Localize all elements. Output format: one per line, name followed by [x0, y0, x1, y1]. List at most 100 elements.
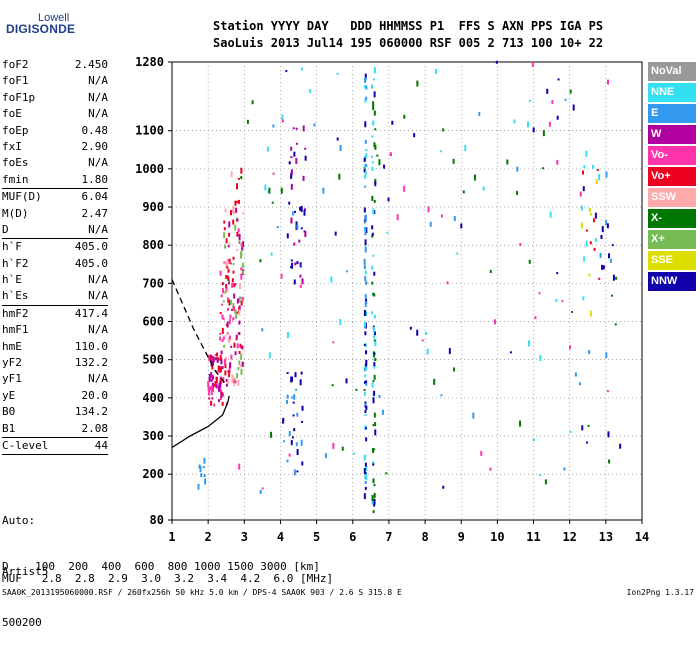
echo-point [372, 292, 375, 295]
echo-point [241, 361, 244, 367]
echo-point [290, 156, 293, 159]
echo-point [225, 283, 228, 288]
echo-point [301, 405, 304, 411]
legend-entry: W [648, 125, 696, 144]
echo-point [237, 199, 240, 204]
echo-point [583, 256, 586, 262]
echo-point [364, 227, 367, 231]
echo-point [427, 206, 430, 213]
echo-point [232, 219, 235, 225]
x-tick-label: 11 [526, 530, 540, 544]
echo-point [281, 119, 284, 123]
dashed-profile-line [171, 279, 225, 384]
param-value: 44 [94, 438, 108, 452]
param-row: foF1p N/A [2, 90, 108, 106]
param-label: hmE [2, 339, 22, 353]
x-tick-label: 13 [599, 530, 613, 544]
echo-point [594, 238, 597, 243]
echo-point [352, 452, 355, 455]
echo-point [371, 232, 374, 236]
echo-point [371, 84, 374, 89]
echo-point [200, 473, 203, 478]
echo-point [223, 261, 226, 264]
echo-point [372, 105, 375, 111]
echo-point [373, 339, 376, 342]
echo-point [226, 266, 229, 269]
echo-point [208, 397, 211, 400]
y-tick-label: 700 [142, 276, 164, 290]
echo-point [334, 231, 337, 236]
echo-point [240, 300, 243, 306]
echo-point [233, 342, 236, 348]
echo-point [365, 465, 368, 471]
x-tick-label: 14 [635, 530, 649, 544]
echo-point [538, 292, 541, 295]
legend-entry: Vo- [648, 146, 696, 165]
echo-point [324, 453, 327, 459]
echo-point [232, 302, 235, 308]
echo-point [219, 270, 222, 276]
echo-point [614, 323, 617, 326]
echo-point [215, 357, 218, 361]
param-row: hmE 110.0 [2, 339, 108, 355]
param-value: N/A [88, 273, 108, 287]
echo-point [364, 276, 367, 282]
echo-point [542, 130, 545, 137]
x-tick-label: 8 [421, 530, 428, 544]
echo-point [538, 473, 541, 476]
header-fields-row: Station YYYY DAY DDD HHMMSS P1 FFS S AXN… [213, 19, 604, 33]
echo-point [372, 208, 375, 215]
echo-point [219, 379, 222, 385]
param-value: N/A [88, 90, 108, 104]
echo-point [365, 350, 368, 355]
param-label: B0 [2, 405, 16, 419]
echo-point [373, 314, 376, 318]
echo-point [572, 104, 575, 111]
echo-point [208, 355, 211, 362]
echo-point [363, 321, 366, 327]
echo-point [227, 275, 230, 281]
echo-point [286, 394, 289, 399]
echo-point [222, 336, 225, 340]
echo-point [228, 299, 231, 306]
echo-point [270, 252, 273, 256]
echo-point [544, 479, 547, 485]
echo-point [220, 350, 223, 355]
echo-point [371, 281, 374, 285]
param-separator [2, 454, 108, 456]
echo-point [615, 276, 618, 280]
echo-point [341, 446, 344, 451]
echo-point [299, 265, 302, 268]
echo-point [291, 396, 294, 399]
echo-point [286, 233, 289, 239]
echo-point [232, 205, 235, 212]
echo-point [237, 367, 240, 371]
echo-point [561, 300, 564, 303]
echo-point [611, 244, 614, 247]
echo-point [372, 101, 375, 107]
echo-point [569, 430, 572, 433]
echo-point [363, 389, 366, 392]
echo-point [365, 85, 368, 90]
echo-point [228, 371, 231, 378]
y-tick-label: 1000 [135, 162, 164, 176]
echo-point [216, 370, 219, 373]
param-value: 405.0 [74, 240, 108, 254]
echo-point [364, 163, 367, 169]
echo-point [371, 225, 374, 230]
echo-point [238, 233, 241, 240]
echo-point [336, 72, 339, 75]
echo-point [240, 242, 243, 249]
echo-point [381, 409, 384, 415]
echo-point [364, 98, 367, 103]
echo-point [216, 359, 219, 363]
echo-point [364, 414, 367, 417]
echo-point [212, 375, 215, 380]
echo-point [233, 293, 236, 299]
echo-point [609, 258, 612, 263]
echo-point [330, 276, 333, 283]
x-tick-label: 5 [313, 530, 320, 544]
echo-point [240, 176, 243, 180]
echo-point [214, 354, 217, 357]
echo-point [582, 186, 585, 192]
